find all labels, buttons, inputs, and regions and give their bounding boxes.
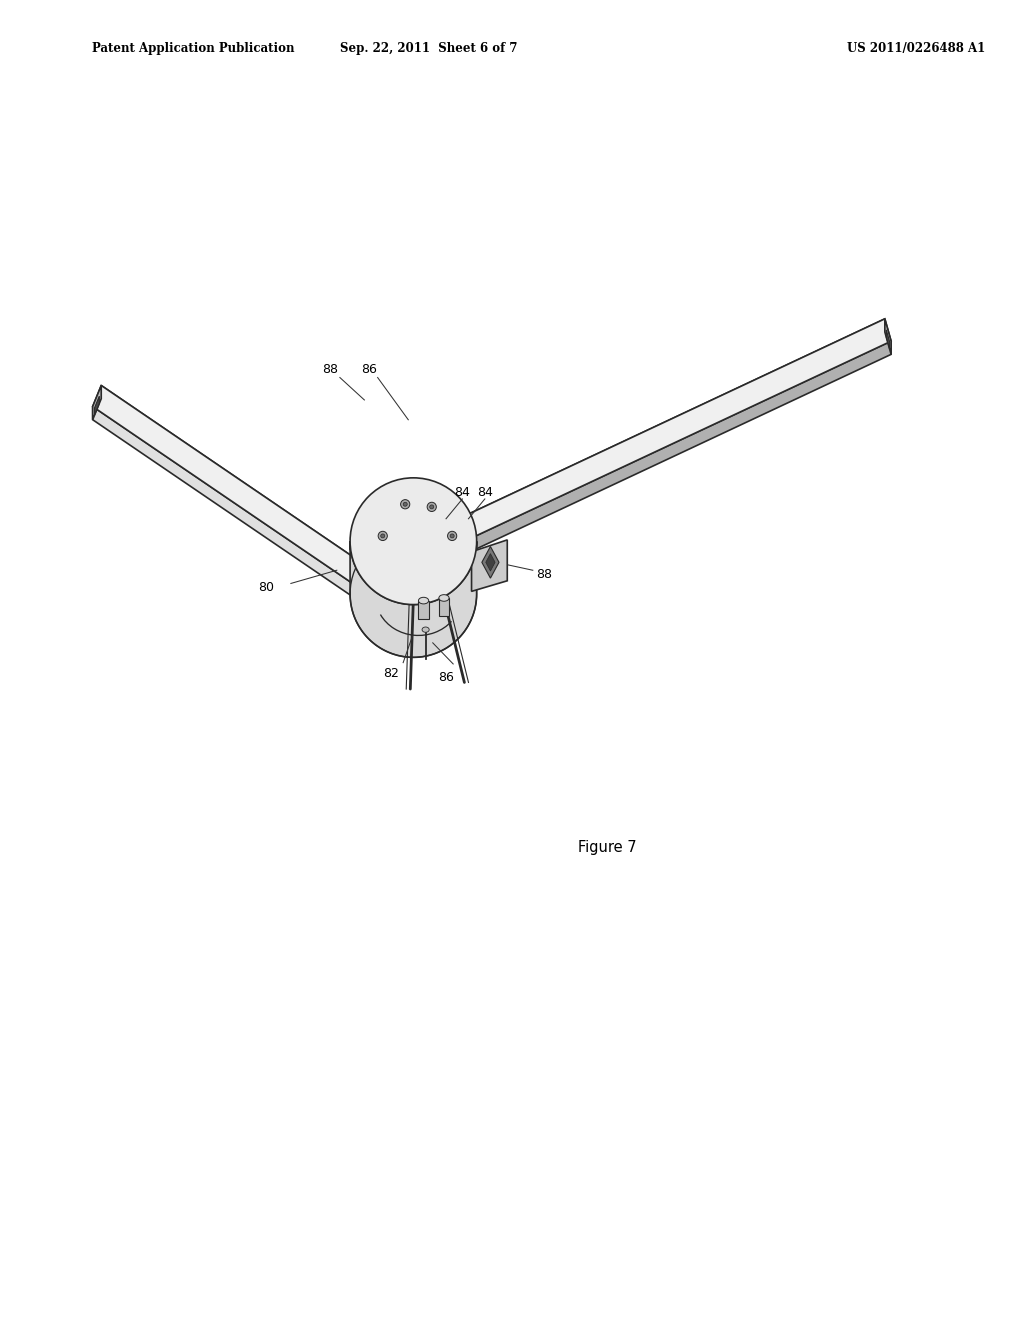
- Polygon shape: [378, 597, 456, 635]
- Ellipse shape: [447, 532, 457, 541]
- Ellipse shape: [378, 532, 387, 541]
- Polygon shape: [471, 540, 507, 591]
- Polygon shape: [93, 385, 392, 605]
- Ellipse shape: [427, 502, 436, 511]
- Ellipse shape: [430, 504, 434, 510]
- Polygon shape: [439, 598, 450, 616]
- Text: US 2011/0226488 A1: US 2011/0226488 A1: [847, 42, 985, 55]
- Polygon shape: [427, 341, 891, 572]
- Text: 88: 88: [536, 568, 552, 581]
- Text: 88: 88: [322, 363, 338, 376]
- Polygon shape: [421, 319, 885, 550]
- Text: Figure 7: Figure 7: [578, 840, 637, 855]
- Polygon shape: [94, 396, 99, 414]
- Polygon shape: [419, 601, 429, 619]
- Polygon shape: [93, 407, 384, 618]
- Ellipse shape: [381, 535, 385, 539]
- Ellipse shape: [350, 478, 476, 605]
- Polygon shape: [885, 319, 891, 354]
- Text: 86: 86: [361, 363, 378, 376]
- Ellipse shape: [439, 594, 450, 602]
- Ellipse shape: [419, 598, 429, 605]
- Polygon shape: [886, 330, 890, 350]
- Polygon shape: [485, 553, 495, 572]
- Text: Patent Application Publication: Patent Application Publication: [92, 42, 294, 55]
- Polygon shape: [101, 385, 392, 597]
- Text: Sep. 22, 2011  Sheet 6 of 7: Sep. 22, 2011 Sheet 6 of 7: [340, 42, 517, 55]
- Text: 86: 86: [438, 671, 454, 684]
- Ellipse shape: [422, 627, 429, 632]
- Polygon shape: [482, 546, 499, 578]
- Text: 82: 82: [383, 667, 399, 680]
- Ellipse shape: [400, 500, 410, 510]
- Ellipse shape: [451, 535, 455, 539]
- Text: 80: 80: [258, 581, 274, 594]
- Polygon shape: [421, 319, 891, 558]
- Polygon shape: [93, 385, 101, 420]
- Polygon shape: [350, 541, 476, 657]
- Ellipse shape: [403, 502, 408, 507]
- Text: 84: 84: [477, 486, 493, 499]
- Text: 84: 84: [455, 486, 470, 499]
